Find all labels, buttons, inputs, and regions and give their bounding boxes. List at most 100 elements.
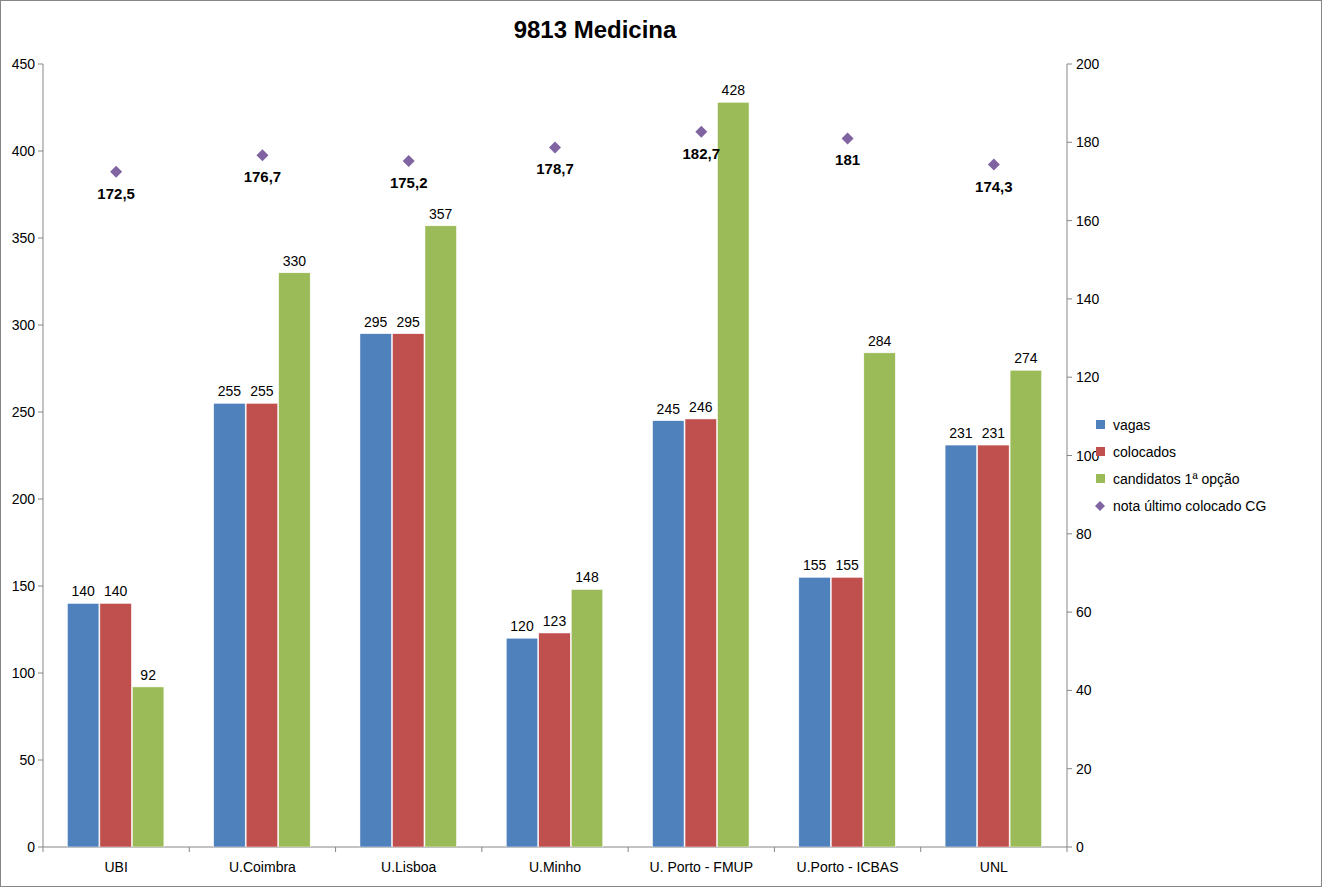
y-tick bbox=[38, 586, 43, 587]
y-tick bbox=[38, 238, 43, 239]
legend-swatch bbox=[1096, 447, 1105, 456]
y2-tick-label: 80 bbox=[1076, 526, 1092, 542]
y-tick bbox=[38, 499, 43, 500]
bar bbox=[506, 638, 538, 847]
legend-label: vagas bbox=[1113, 417, 1150, 433]
legend-label: candidatos 1ª opção bbox=[1113, 471, 1240, 487]
point bbox=[256, 149, 268, 161]
bar-label: 295 bbox=[364, 314, 388, 330]
point bbox=[549, 141, 561, 153]
legend: vagas colocados candidatos 1ª opção nota úl… bbox=[1095, 417, 1266, 514]
bar bbox=[425, 226, 457, 847]
y2-tick-label: 40 bbox=[1076, 682, 1092, 698]
bar-label: 148 bbox=[575, 569, 599, 585]
x-tick bbox=[1067, 847, 1068, 852]
point bbox=[110, 166, 122, 178]
x-tick bbox=[189, 847, 190, 852]
bar bbox=[718, 102, 750, 847]
y2-tick-label: 180 bbox=[1076, 134, 1100, 150]
y2-tick bbox=[1067, 847, 1072, 848]
point-label: 174,3 bbox=[975, 178, 1013, 195]
bar bbox=[978, 445, 1010, 847]
bar bbox=[685, 419, 717, 847]
y2-tick-label: 200 bbox=[1076, 56, 1100, 72]
x-tick-label: U.Porto - ICBAS bbox=[797, 859, 899, 875]
x-tick-label: U.Minho bbox=[529, 859, 581, 875]
bar bbox=[279, 273, 311, 847]
y-tick-label: 300 bbox=[12, 317, 36, 333]
bar-label: 231 bbox=[982, 425, 1006, 441]
point bbox=[403, 155, 415, 167]
y-tick bbox=[38, 412, 43, 413]
title: 9813 Medicina bbox=[514, 16, 677, 43]
y2-tick-label: 0 bbox=[1076, 839, 1084, 855]
bar bbox=[132, 687, 164, 847]
bar bbox=[653, 421, 685, 847]
y-tick bbox=[38, 760, 43, 761]
x-tick bbox=[920, 847, 921, 852]
y2-tick bbox=[1067, 768, 1072, 769]
bar bbox=[799, 577, 831, 847]
point-label: 176,7 bbox=[244, 168, 282, 185]
bar bbox=[100, 603, 131, 847]
y-tick-label: 350 bbox=[12, 230, 36, 246]
y2-tick-label: 60 bbox=[1076, 604, 1092, 620]
y-tick-label: 200 bbox=[12, 491, 36, 507]
bar-label: 246 bbox=[689, 399, 713, 415]
legend-marker bbox=[1095, 501, 1105, 511]
point-label: 181 bbox=[835, 151, 860, 168]
bar bbox=[392, 334, 424, 847]
bar-label: 428 bbox=[722, 82, 746, 98]
point bbox=[842, 132, 854, 144]
bar-label: 255 bbox=[250, 383, 274, 399]
bar-label: 255 bbox=[218, 383, 242, 399]
y2-tick bbox=[1067, 690, 1072, 691]
bar bbox=[864, 353, 896, 847]
data-labels: 1402552951202451552311402552951232461552… bbox=[71, 82, 1037, 683]
legend-label: colocados bbox=[1113, 444, 1176, 460]
y-tick-label: 450 bbox=[12, 56, 36, 72]
chart-border bbox=[1, 1, 1322, 887]
y-axis-line bbox=[43, 64, 44, 847]
bar bbox=[945, 445, 977, 847]
bar-label: 123 bbox=[543, 613, 567, 629]
y2-tick bbox=[1067, 64, 1072, 65]
y2-tick-label: 160 bbox=[1076, 213, 1100, 229]
x-tick-label: U.Lisboa bbox=[381, 859, 436, 875]
y-tick-label: 150 bbox=[12, 578, 36, 594]
legend-swatch bbox=[1096, 420, 1105, 429]
point-label: 182,7 bbox=[683, 145, 721, 162]
bar bbox=[571, 589, 603, 847]
y-tick bbox=[38, 673, 43, 674]
legend-label: nota último colocado CG bbox=[1113, 498, 1266, 514]
bar-label: 274 bbox=[1014, 350, 1038, 366]
bar-label: 330 bbox=[283, 253, 307, 269]
x-tick bbox=[335, 847, 336, 852]
x-tick-label: U. Porto - FMUP bbox=[650, 859, 753, 875]
point-label: 172,5 bbox=[97, 185, 135, 202]
y-tick-label: 250 bbox=[12, 404, 36, 420]
y-tick bbox=[38, 64, 43, 65]
bar-label: 155 bbox=[835, 557, 859, 573]
y2-tick-label: 120 bbox=[1076, 369, 1100, 385]
y2-tick bbox=[1067, 220, 1072, 221]
plot-marks bbox=[67, 102, 1041, 847]
y2-tick bbox=[1067, 377, 1072, 378]
y-tick bbox=[38, 847, 43, 848]
bar bbox=[246, 403, 278, 847]
bar-label: 92 bbox=[140, 667, 156, 683]
bar bbox=[360, 334, 392, 847]
bar bbox=[539, 633, 571, 847]
y2-tick bbox=[1067, 612, 1072, 613]
bar-label: 357 bbox=[429, 206, 453, 222]
bar-label: 245 bbox=[657, 401, 681, 417]
point-label: 175,2 bbox=[390, 174, 428, 191]
bar bbox=[214, 403, 246, 847]
chart: 9813 Medicina050100150200250300350400450… bbox=[0, 0, 1322, 887]
y2-tick-label: 20 bbox=[1076, 761, 1092, 777]
x-tick-label: U.Coimbra bbox=[229, 859, 296, 875]
bar-label: 140 bbox=[104, 583, 128, 599]
y2-tick bbox=[1067, 298, 1072, 299]
bar bbox=[1010, 370, 1042, 847]
bar-label: 284 bbox=[868, 333, 892, 349]
